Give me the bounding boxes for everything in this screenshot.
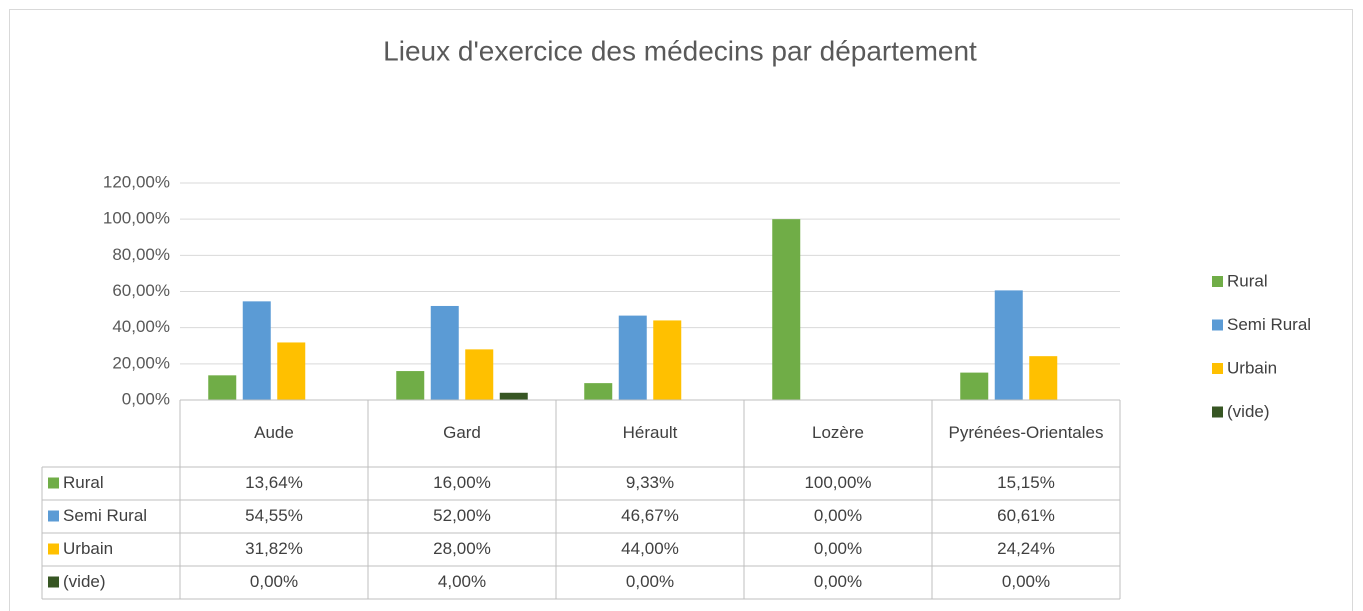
- y-tick-label: 0,00%: [122, 389, 170, 408]
- bar: [1029, 356, 1058, 400]
- x-tick-label: Pyrénées-Orientales: [949, 423, 1104, 442]
- bar: [618, 315, 647, 400]
- data-label: 28,00%: [433, 539, 491, 558]
- data-label: 52,00%: [433, 506, 491, 525]
- chart-border: [9, 9, 1353, 611]
- bar: [465, 349, 494, 400]
- y-tick-label: 60,00%: [112, 281, 170, 300]
- legend-key: [1212, 276, 1223, 287]
- data-label: 4,00%: [438, 572, 486, 591]
- y-tick-label: 120,00%: [103, 172, 170, 191]
- y-tick-label: 80,00%: [112, 245, 170, 264]
- data-label: 44,00%: [621, 539, 679, 558]
- legend-key: [1212, 363, 1223, 374]
- x-tick-label: Gard: [443, 423, 481, 442]
- x-tick-label: Aude: [254, 423, 294, 442]
- data-label: 24,24%: [997, 539, 1055, 558]
- y-tick-label: 20,00%: [112, 353, 170, 372]
- bar: [584, 383, 613, 400]
- data-label: 60,61%: [997, 506, 1055, 525]
- table-legend-key: [48, 543, 59, 555]
- bar: [994, 290, 1023, 400]
- table-row-label: Semi Rural: [63, 506, 147, 525]
- data-label: 0,00%: [814, 572, 862, 591]
- table-legend-key: [48, 576, 59, 588]
- data-label: 46,67%: [621, 506, 679, 525]
- data-label: 0,00%: [250, 572, 298, 591]
- data-label: 0,00%: [1002, 572, 1050, 591]
- data-label: 100,00%: [804, 473, 871, 492]
- bar: [430, 305, 459, 400]
- bar: [772, 219, 801, 400]
- data-label: 0,00%: [814, 539, 862, 558]
- bar: [499, 392, 528, 400]
- bar: [208, 375, 237, 400]
- data-label: 13,64%: [245, 473, 303, 492]
- legend-key: [1212, 406, 1223, 418]
- legend-label: Semi Rural: [1227, 315, 1311, 334]
- legend-label: (vide): [1227, 402, 1270, 421]
- y-tick-label: 40,00%: [112, 317, 170, 336]
- table-legend-key: [48, 477, 59, 489]
- x-tick-label: Hérault: [623, 423, 678, 442]
- table-legend-key: [48, 510, 59, 522]
- y-tick-label: 100,00%: [103, 209, 170, 228]
- table-row-label: Urbain: [63, 539, 113, 558]
- bar: [242, 301, 271, 400]
- data-label: 0,00%: [814, 506, 862, 525]
- table-row-label: Rural: [63, 473, 104, 492]
- bar: [396, 371, 425, 400]
- data-label: 16,00%: [433, 473, 491, 492]
- legend-label: Rural: [1227, 271, 1268, 290]
- table-row-label: (vide): [63, 572, 106, 591]
- data-label: 0,00%: [626, 572, 674, 591]
- chart-title: Lieux d'exercice des médecins par départ…: [383, 35, 977, 66]
- bar: [653, 320, 682, 400]
- data-label: 54,55%: [245, 506, 303, 525]
- data-label: 15,15%: [997, 473, 1055, 492]
- x-tick-label: Lozère: [812, 423, 864, 442]
- bar: [960, 372, 989, 400]
- legend-key: [1212, 319, 1223, 331]
- data-label: 9,33%: [626, 473, 674, 492]
- legend-label: Urbain: [1227, 358, 1277, 377]
- data-label: 31,82%: [245, 539, 303, 558]
- bar: [277, 342, 306, 400]
